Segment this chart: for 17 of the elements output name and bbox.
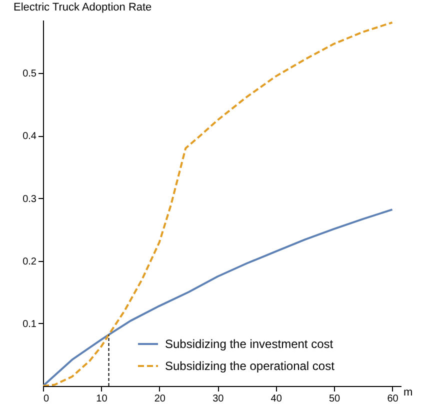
x-tick-label: 0	[44, 394, 50, 404]
legend-label: Subsidizing the investment cost	[165, 337, 334, 351]
y-tick-label: 0.3	[22, 194, 37, 205]
y-tick-label: 0.1	[22, 318, 37, 330]
x-tick-label: 50	[328, 394, 341, 404]
x-tick-label: 60	[387, 394, 399, 404]
x-tick-label: 20	[154, 394, 166, 404]
x-tick-label: 10	[96, 394, 108, 404]
line-series	[43, 208, 394, 386]
x-tick-label: 30	[212, 394, 224, 404]
x-axis-title: m	[404, 386, 413, 398]
y-tick-label: 0.2	[22, 256, 37, 268]
y-tick-label: 0.5	[22, 68, 37, 80]
y-axis-title: Electric Truck Adoption Rate	[14, 2, 152, 14]
y-tick-label: 0.4	[22, 131, 37, 142]
x-tick-label: 40	[270, 394, 282, 404]
legend-label: Subsidizing the operational cost	[165, 359, 336, 373]
